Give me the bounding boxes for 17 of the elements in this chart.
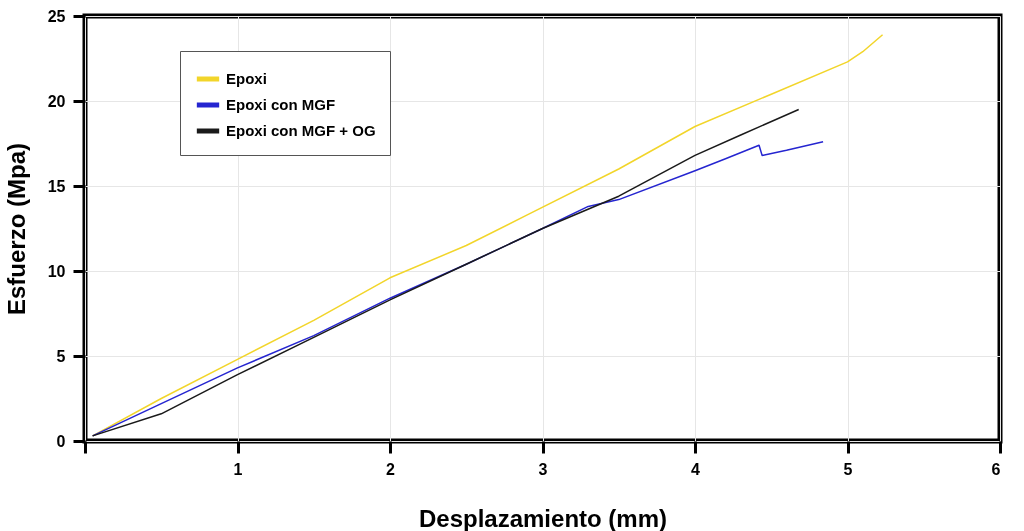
y-tick-label: 20	[47, 92, 66, 110]
y-tick-label: 25	[47, 7, 66, 25]
y-tick-label: 10	[47, 262, 66, 280]
x-axis-title: Desplazamiento (mm)	[418, 504, 668, 531]
x-tick-label: 5	[843, 460, 853, 478]
x-tick-label: 2	[386, 460, 396, 478]
y-tick-label: 5	[56, 347, 66, 365]
legend-label: Epoxi con MGF + OG	[226, 122, 376, 139]
x-tick-label: 4	[691, 460, 701, 478]
x-tick-label: 1	[233, 460, 243, 478]
y-tick-label: 15	[47, 177, 66, 195]
x-tick-label: 3	[538, 460, 548, 478]
y-tick-label: 0	[56, 432, 66, 450]
legend-label: Epoxi con MGF	[226, 96, 336, 113]
x-tick-label: 6	[991, 460, 1001, 478]
y-axis-title: Esfuerzo (Mpa)	[2, 142, 30, 316]
legend-label: Epoxi	[226, 70, 267, 87]
